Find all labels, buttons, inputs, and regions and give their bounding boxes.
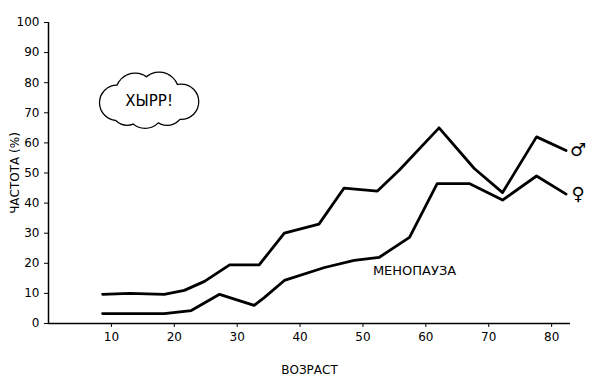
svg-text:70: 70 [24, 106, 39, 120]
svg-text:0: 0 [32, 316, 40, 330]
svg-text:ХЫРР!: ХЫРР! [125, 92, 173, 110]
svg-text:30: 30 [24, 226, 39, 240]
svg-text:20: 20 [24, 256, 39, 270]
svg-text:20: 20 [167, 330, 182, 344]
svg-text:10: 10 [24, 286, 39, 300]
svg-text:70: 70 [481, 330, 496, 344]
svg-text:30: 30 [230, 330, 245, 344]
svg-text:ВОЗРАСТ: ВОЗРАСТ [281, 363, 338, 377]
svg-text:100: 100 [17, 15, 40, 29]
svg-text:80: 80 [24, 76, 39, 90]
svg-text:♀: ♀ [572, 183, 585, 204]
svg-text:40: 40 [292, 330, 307, 344]
svg-text:50: 50 [355, 330, 370, 344]
svg-text:80: 80 [544, 330, 559, 344]
svg-text:90: 90 [24, 45, 39, 59]
svg-text:60: 60 [418, 330, 433, 344]
svg-text:40: 40 [24, 196, 39, 210]
svg-text:50: 50 [24, 166, 39, 180]
svg-text:♂: ♂ [570, 139, 586, 160]
svg-text:60: 60 [24, 136, 39, 150]
svg-text:МЕНОПАУЗА: МЕНОПАУЗА [373, 263, 456, 278]
svg-text:ЧАСТОТА (%): ЧАСТОТА (%) [8, 132, 22, 214]
svg-text:10: 10 [104, 330, 119, 344]
